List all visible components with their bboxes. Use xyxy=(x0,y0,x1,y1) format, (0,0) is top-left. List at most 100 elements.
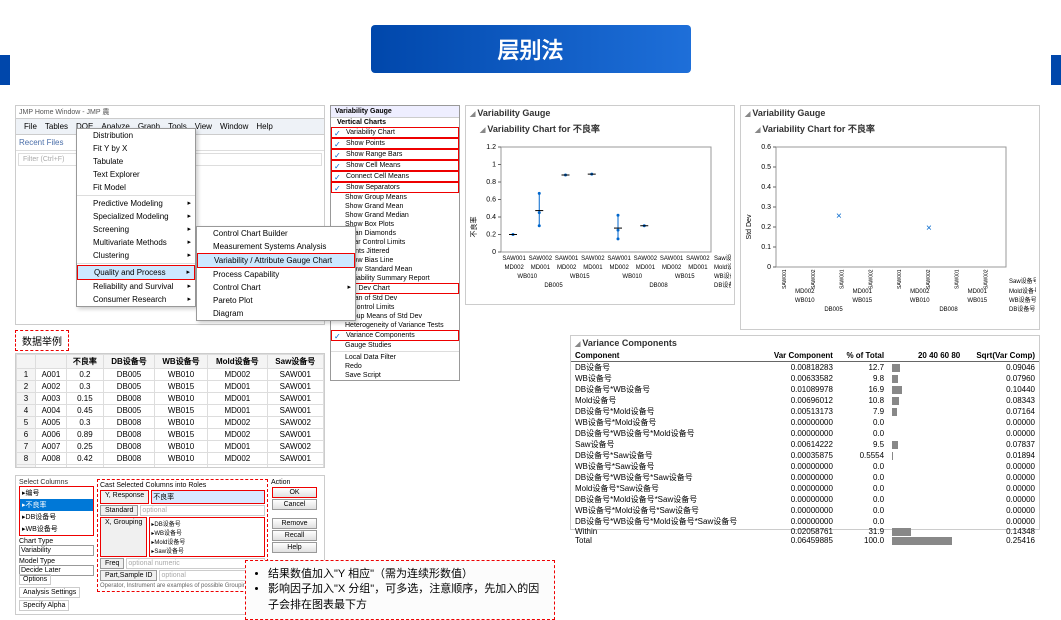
select-columns-label: Select Columns xyxy=(19,479,94,486)
submenu-item[interactable]: Control Chart Builder xyxy=(197,227,355,240)
menu-item[interactable]: Distribution xyxy=(77,129,195,142)
svg-text:DB008: DB008 xyxy=(649,283,668,289)
svg-text:WB010: WB010 xyxy=(517,274,537,280)
submenu-item[interactable]: Pareto Plot xyxy=(197,294,355,307)
recall-button[interactable]: Recall xyxy=(272,530,317,541)
checkmenu-item[interactable]: Redo xyxy=(331,362,459,371)
svg-text:WB015: WB015 xyxy=(852,298,872,304)
checkmenu-item[interactable]: Variability Chart xyxy=(331,127,459,138)
svg-text:DB005: DB005 xyxy=(544,283,563,289)
svg-text:×: × xyxy=(836,211,842,222)
checkmenu-item[interactable]: Show Grand Mean xyxy=(331,202,459,211)
svg-text:SAW001: SAW001 xyxy=(897,269,903,289)
svg-text:WB设备号: WB设备号 xyxy=(714,272,731,280)
checkmenu-item[interactable]: Gauge Studies xyxy=(331,341,459,350)
menu-item[interactable]: Tabulate xyxy=(77,155,195,168)
freq-button[interactable]: Freq xyxy=(100,558,124,569)
cancel-button[interactable]: Cancel xyxy=(272,499,317,510)
svg-text:MD002: MD002 xyxy=(910,289,930,295)
variability-chart-1: Variability Gauge Variability Chart for … xyxy=(465,105,735,305)
ok-button[interactable]: OK xyxy=(272,487,317,498)
svg-text:0: 0 xyxy=(767,264,771,271)
dialog-bottom-options: Options Analysis Settings Specify Alpha xyxy=(19,573,80,612)
svg-text:1: 1 xyxy=(492,162,496,169)
specify-alpha-button[interactable]: Specify Alpha xyxy=(19,600,69,611)
svg-text:SAW001: SAW001 xyxy=(502,256,526,262)
svg-text:0.4: 0.4 xyxy=(761,184,771,191)
svg-text:SAW001: SAW001 xyxy=(660,256,684,262)
help-button[interactable]: Help xyxy=(272,542,317,553)
part-button[interactable]: Part,Sample ID xyxy=(100,570,157,581)
remove-button[interactable]: Remove xyxy=(272,518,317,529)
menu-item[interactable]: Predictive Modeling xyxy=(77,197,195,210)
submenu-item[interactable]: Control Chart xyxy=(197,281,355,294)
menu-item[interactable]: Consumer Research xyxy=(77,293,195,306)
standard-button[interactable]: Standard xyxy=(100,505,138,516)
svg-text:Saw设备号: Saw设备号 xyxy=(1009,277,1036,285)
svg-text:1.2: 1.2 xyxy=(486,144,496,151)
x-grouping-button[interactable]: X, Grouping xyxy=(100,517,147,557)
decor-right xyxy=(1051,55,1061,85)
menu-item[interactable]: Multivariate Methods xyxy=(77,236,195,249)
checkmenu-item[interactable]: Local Data Filter xyxy=(331,353,459,362)
submenu-item[interactable]: Diagram xyxy=(197,307,355,320)
svg-text:SAW001: SAW001 xyxy=(840,269,846,289)
svg-text:0.6: 0.6 xyxy=(486,197,496,204)
svg-text:0.2: 0.2 xyxy=(761,224,771,231)
menu-window[interactable]: Window xyxy=(216,121,252,132)
svg-text:0.3: 0.3 xyxy=(761,204,771,211)
svg-text:WB015: WB015 xyxy=(967,298,987,304)
svg-text:SAW001: SAW001 xyxy=(782,269,788,289)
svg-text:MD001: MD001 xyxy=(968,289,988,295)
data-table-panel: 数据举例 不良率DB设备号WB设备号Mold设备号Saw设备号1A0010.2D… xyxy=(15,330,325,468)
submenu-item[interactable]: Variability / Attribute Gauge Chart xyxy=(197,253,355,268)
analysis-settings-button[interactable]: Analysis Settings xyxy=(19,587,80,598)
chart-type-select[interactable]: Variability xyxy=(19,545,94,556)
submenu-item[interactable]: Measurement Systems Analysis xyxy=(197,240,355,253)
menu-item[interactable]: Reliability and Survival xyxy=(77,280,195,293)
svg-text:DB008: DB008 xyxy=(939,307,958,313)
checkmenu-item[interactable]: Save Script xyxy=(331,371,459,380)
svg-text:0: 0 xyxy=(492,249,496,256)
menu-item[interactable]: Text Explorer xyxy=(77,168,195,181)
action-label: Action xyxy=(271,479,321,486)
svg-text:Mold设备号: Mold设备号 xyxy=(714,263,731,271)
menu-item[interactable]: Specialized Modeling xyxy=(77,210,195,223)
columns-listbox[interactable]: ▸编号▸不良率▸DB设备号▸WB设备号▸Mold设备号▸Saw设备号 xyxy=(19,486,94,536)
checkmenu-item[interactable]: Show Separators xyxy=(331,182,459,193)
data-table: 不良率DB设备号WB设备号Mold设备号Saw设备号1A0010.2DB005W… xyxy=(16,354,324,468)
svg-text:WB设备号: WB设备号 xyxy=(1009,296,1036,304)
checkmenu-item[interactable]: Show Points xyxy=(331,138,459,149)
y-response-button[interactable]: Y, Response xyxy=(100,490,149,504)
svg-text:0.5: 0.5 xyxy=(761,164,771,171)
svg-text:SAW002: SAW002 xyxy=(686,256,710,262)
dialog-note: Operator, Instrument are examples of pos… xyxy=(100,583,265,589)
checkmenu-item[interactable]: Show Grand Median xyxy=(331,211,459,220)
svg-text:MD001: MD001 xyxy=(853,289,873,295)
svg-text:SAW002: SAW002 xyxy=(529,256,553,262)
variance-components-table: ComponentVar Component% of Total20 40 60… xyxy=(571,350,1039,545)
menu-tables[interactable]: Tables xyxy=(41,121,72,132)
svg-text:0.8: 0.8 xyxy=(486,179,496,186)
svg-text:SAW001: SAW001 xyxy=(607,256,631,262)
checkmenu-item[interactable]: Show Range Bars xyxy=(331,149,459,160)
menu-help[interactable]: Help xyxy=(252,121,276,132)
menu-item[interactable]: Fit Y by X xyxy=(77,142,195,155)
menu-item[interactable]: Screening xyxy=(77,223,195,236)
checkmenu-item[interactable]: Show Group Means xyxy=(331,193,459,202)
svg-text:WB015: WB015 xyxy=(570,274,590,280)
svg-text:MD002: MD002 xyxy=(504,265,524,271)
submenu-item[interactable]: Process Capability xyxy=(197,268,355,281)
quality-process-submenu: Control Chart BuilderMeasurement Systems… xyxy=(196,226,356,321)
checkmenu-item[interactable]: Show Cell Means xyxy=(331,160,459,171)
svg-text:SAW002: SAW002 xyxy=(983,269,989,289)
svg-text:SAW002: SAW002 xyxy=(926,269,932,289)
checkmenu-item[interactable]: Variance Components xyxy=(331,330,459,341)
menu-file[interactable]: File xyxy=(20,121,41,132)
menu-item[interactable]: Quality and Process xyxy=(77,265,195,280)
menu-item[interactable]: Fit Model xyxy=(77,181,195,194)
checkmenu-item[interactable]: Heterogeneity of Variance Tests xyxy=(331,321,459,330)
checkmenu-item[interactable]: Connect Cell Means xyxy=(331,171,459,182)
menu-item[interactable]: Clustering xyxy=(77,249,195,262)
chart2-ylabel: Std Dev xyxy=(746,214,753,239)
